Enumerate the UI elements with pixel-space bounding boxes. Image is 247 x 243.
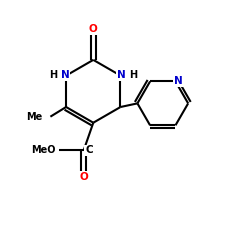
Text: N: N: [174, 76, 183, 86]
Text: MeO: MeO: [31, 146, 56, 156]
Text: H: H: [49, 70, 58, 80]
Text: N: N: [61, 70, 69, 80]
Text: O: O: [89, 24, 98, 34]
Text: C: C: [85, 146, 93, 156]
Text: O: O: [79, 172, 88, 182]
Text: H: H: [129, 70, 137, 80]
Text: N: N: [117, 70, 126, 80]
Text: Me: Me: [26, 112, 42, 122]
